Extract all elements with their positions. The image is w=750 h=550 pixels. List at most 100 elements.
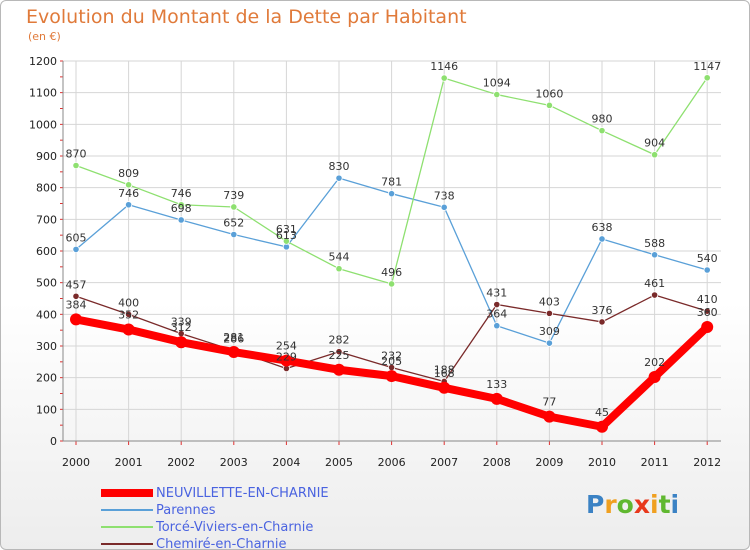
data-label-chemire-en-charnie: 229	[276, 350, 297, 363]
logo-letter: r	[604, 490, 617, 519]
data-label-parennes: 605	[66, 231, 87, 244]
data-label-torce-viviers-en-charnie: 904	[644, 137, 665, 150]
data-point-parennes	[650, 251, 659, 259]
data-point-chemire-en-charnie	[493, 300, 501, 309]
data-label-neuvillette-en-charnie: 133	[486, 378, 507, 391]
data-label-chemire-en-charnie: 410	[697, 293, 718, 306]
data-label-parennes: 830	[329, 160, 350, 173]
legend-label: Torcé-Viviers-en-Charnie	[156, 520, 314, 535]
data-point-torce-viviers-en-charnie	[387, 280, 396, 288]
data-point-neuvillette-en-charnie	[333, 363, 345, 376]
data-point-parennes	[493, 322, 501, 330]
data-label-neuvillette-en-charnie: 312	[171, 321, 192, 334]
x-tick-label: 2010	[588, 456, 616, 469]
x-tick-label: 2003	[220, 456, 248, 469]
data-label-torce-viviers-en-charnie: 870	[66, 148, 87, 161]
data-point-neuvillette-en-charnie	[227, 346, 240, 359]
legend-label: Parennes	[156, 503, 216, 518]
data-point-neuvillette-en-charnie	[70, 313, 82, 326]
legend-label: Chemiré-en-Charnie	[156, 537, 287, 550]
logo-letter: i	[650, 490, 659, 519]
logo-letter: o	[616, 490, 634, 519]
data-point-neuvillette-en-charnie	[490, 392, 503, 405]
y-tick-label: 900	[36, 150, 57, 163]
x-tick-label: 2004	[272, 456, 300, 469]
logo-letter: t	[658, 490, 671, 519]
data-label-neuvillette-en-charnie: 77	[542, 396, 556, 409]
legend-label: NEUVILLETTE-EN-CHARNIE	[156, 486, 329, 501]
axes: 0 100 200 300 400 500 600 700 800 900 1000 1100 1200…	[29, 55, 721, 469]
data-label-torce-viviers-en-charnie: 1094	[483, 77, 511, 90]
x-tick-label: 2007	[430, 456, 458, 469]
data-label-neuvillette-en-charnie: 254	[276, 340, 297, 353]
data-label-parennes: 540	[697, 252, 718, 265]
grid	[63, 60, 721, 442]
data-point-parennes	[335, 174, 343, 182]
data-label-chemire-en-charnie: 282	[329, 334, 350, 347]
data-label-parennes: 309	[539, 325, 560, 338]
data-point-chemire-en-charnie	[545, 309, 554, 317]
logo-letter: x	[633, 490, 650, 519]
data-label-parennes: 738	[434, 189, 455, 202]
data-label-chemire-en-charnie: 232	[381, 350, 402, 363]
data-point-neuvillette-en-charnie	[543, 410, 556, 423]
data-point-chemire-en-charnie	[598, 318, 606, 326]
data-label-chemire-en-charnie: 286	[223, 332, 244, 345]
data-label-neuvillette-en-charnie: 384	[66, 298, 87, 311]
data-point-torce-viviers-en-charnie	[335, 265, 343, 273]
data-label-chemire-en-charnie: 457	[66, 278, 87, 291]
data-label-torce-viviers-en-charnie: 1060	[535, 87, 563, 100]
y-tick-label: 200	[36, 372, 57, 385]
chart-subtitle: (en €)	[28, 30, 61, 43]
data-label-torce-viviers-en-charnie: 1147	[693, 60, 721, 73]
data-point-neuvillette-en-charnie	[385, 370, 398, 383]
data-point-neuvillette-en-charnie	[438, 381, 451, 394]
data-label-torce-viviers-en-charnie: 1146	[430, 60, 458, 73]
data-point-torce-viviers-en-charnie	[230, 203, 238, 211]
y-tick-label: 500	[36, 277, 57, 290]
data-point-torce-viviers-en-charnie	[545, 101, 554, 109]
data-point-torce-viviers-en-charnie	[440, 74, 448, 82]
data-label-parennes: 698	[171, 202, 192, 215]
x-tick-label: 2002	[167, 456, 195, 469]
data-label-torce-viviers-en-charnie: 809	[118, 167, 139, 180]
data-label-torce-viviers-en-charnie: 496	[381, 266, 402, 279]
data-label-chemire-en-charnie: 376	[592, 304, 613, 317]
data-label-neuvillette-en-charnie: 45	[595, 406, 609, 419]
x-tick-label: 2000	[62, 456, 90, 469]
x-tick-label: 2008	[483, 456, 511, 469]
data-point-torce-viviers-en-charnie	[177, 201, 185, 209]
legend-swatch	[101, 526, 153, 528]
proxiti-logo: Proxiti	[586, 490, 679, 519]
data-point-torce-viviers-en-charnie	[125, 181, 133, 189]
x-tick-label: 2006	[378, 456, 406, 469]
data-label-torce-viviers-en-charnie: 739	[223, 189, 244, 202]
data-point-neuvillette-en-charnie	[701, 321, 714, 333]
data-label-neuvillette-en-charnie: 360	[697, 306, 718, 319]
data-point-parennes	[440, 203, 448, 211]
data-point-neuvillette-en-charnie	[175, 336, 188, 349]
data-point-torce-viviers-en-charnie	[282, 237, 290, 245]
data-label-neuvillette-en-charnie: 202	[644, 356, 665, 369]
logo-letter: i	[670, 490, 680, 519]
series-layer	[70, 74, 714, 433]
x-tick-label: 2011	[641, 456, 669, 469]
y-tick-label: 800	[36, 182, 57, 195]
y-tick-label: 1000	[29, 118, 57, 131]
y-tick-label: 100	[36, 403, 57, 416]
x-tick-label: 2001	[115, 456, 143, 469]
data-point-parennes	[545, 339, 554, 347]
legend-swatch	[101, 509, 153, 511]
data-label-torce-viviers-en-charnie: 544	[329, 251, 350, 264]
data-label-neuvillette-en-charnie: 168	[434, 367, 455, 380]
data-point-parennes	[703, 266, 711, 274]
data-label-chemire-en-charnie: 188	[434, 363, 455, 376]
data-point-torce-viviers-en-charnie	[650, 151, 659, 159]
y-tick-label: 600	[36, 245, 57, 258]
data-label-parennes: 588	[644, 237, 665, 250]
y-tick-label: 1100	[29, 87, 57, 100]
data-label-torce-viviers-en-charnie: 746	[171, 187, 192, 200]
data-point-torce-viviers-en-charnie	[598, 127, 606, 135]
data-label-neuvillette-en-charnie: 352	[118, 309, 139, 322]
data-label-chemire-en-charnie: 431	[486, 287, 507, 300]
